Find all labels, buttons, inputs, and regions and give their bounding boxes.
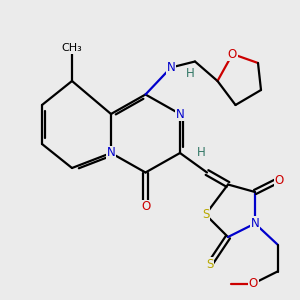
Text: O: O — [228, 47, 237, 61]
Text: O: O — [249, 277, 258, 290]
Text: O: O — [274, 173, 284, 187]
Text: CH₃: CH₃ — [61, 43, 82, 53]
Text: N: N — [176, 107, 184, 121]
Text: H: H — [186, 67, 195, 80]
Text: S: S — [206, 257, 214, 271]
Text: N: N — [250, 217, 260, 230]
Text: N: N — [106, 146, 116, 160]
Text: S: S — [202, 208, 209, 221]
Text: O: O — [141, 200, 150, 214]
Text: H: H — [196, 146, 206, 160]
Text: N: N — [167, 61, 176, 74]
